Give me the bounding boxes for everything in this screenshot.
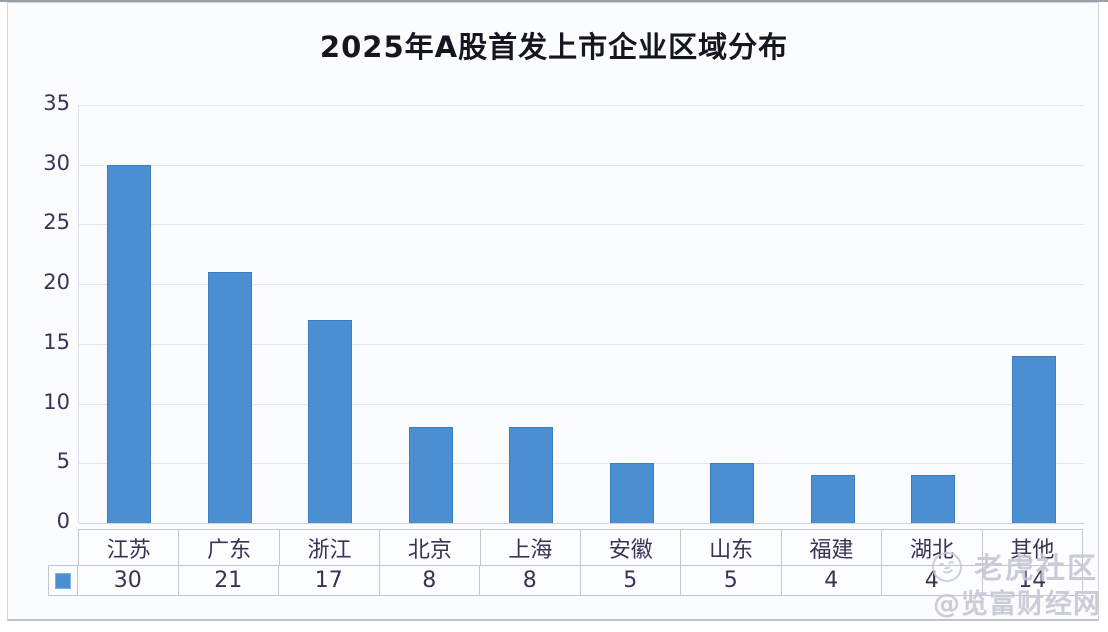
value-cell: 8 bbox=[479, 565, 581, 596]
gridline bbox=[79, 284, 1084, 286]
y-axis-tick-label: 5 bbox=[56, 449, 70, 474]
bar-column-江苏 bbox=[79, 105, 180, 523]
category-cell: 江苏 bbox=[78, 529, 180, 566]
gridline bbox=[79, 343, 1084, 345]
y-axis-tick-label: 25 bbox=[43, 210, 70, 235]
category-cell: 山东 bbox=[680, 529, 782, 566]
category-cell: 广东 bbox=[178, 529, 280, 566]
x-axis-line bbox=[79, 523, 1084, 524]
y-axis-tick-label: 0 bbox=[56, 509, 70, 533]
bar-column-福建 bbox=[783, 105, 884, 523]
legend-swatch bbox=[55, 572, 71, 589]
bar-column-广东 bbox=[180, 105, 281, 523]
category-cell: 北京 bbox=[379, 529, 481, 566]
data-table-category-row: 江苏 广东 浙江 北京 上海 安徽 山东 福建 湖北 其他 bbox=[78, 529, 1084, 566]
value-cell: 30 bbox=[77, 565, 179, 596]
y-axis-tick-label: 20 bbox=[43, 270, 70, 295]
gridline bbox=[79, 463, 1084, 465]
value-cell: 17 bbox=[278, 565, 380, 596]
bar bbox=[609, 463, 654, 523]
bar bbox=[710, 463, 755, 523]
category-cell: 其他 bbox=[981, 529, 1084, 566]
bar bbox=[509, 427, 554, 523]
bar bbox=[207, 272, 252, 523]
bar-column-安徽 bbox=[582, 105, 683, 523]
bar bbox=[308, 319, 353, 523]
bar bbox=[1011, 355, 1056, 523]
category-cell: 福建 bbox=[780, 529, 883, 566]
chart-title: 2025年A股首发上市企业区域分布 bbox=[319, 30, 789, 64]
y-axis-tick-label: 15 bbox=[43, 329, 70, 354]
bar-column-其他 bbox=[984, 105, 1085, 523]
value-cell: 4 bbox=[780, 565, 882, 596]
window-top-edge bbox=[0, 0, 1108, 2]
value-cell: 21 bbox=[177, 565, 279, 596]
bar bbox=[408, 427, 453, 523]
category-cell: 上海 bbox=[479, 529, 582, 566]
bar-column-浙江 bbox=[280, 105, 381, 523]
value-cell: 8 bbox=[378, 565, 480, 596]
category-cell: 浙江 bbox=[278, 529, 381, 566]
bar bbox=[107, 164, 152, 523]
gridline bbox=[79, 403, 1084, 405]
bar-series bbox=[79, 105, 1084, 523]
gridline bbox=[79, 105, 1084, 106]
tiger-icon bbox=[932, 552, 962, 582]
bar-column-湖北 bbox=[883, 105, 984, 523]
y-axis-tick-label: 10 bbox=[43, 389, 70, 414]
bar-column-上海 bbox=[481, 105, 582, 523]
value-cell: 14 bbox=[981, 565, 1083, 596]
value-cell: 4 bbox=[881, 565, 983, 596]
bar bbox=[911, 475, 956, 523]
y-axis-tick-label: 30 bbox=[43, 150, 70, 175]
data-table-value-row: 30 21 17 8 8 5 5 4 4 14 bbox=[48, 565, 1083, 596]
bar-column-山东 bbox=[682, 105, 783, 523]
gridline bbox=[79, 164, 1084, 166]
y-axis-tick-label: 35 bbox=[43, 91, 70, 115]
gridline bbox=[79, 224, 1084, 226]
value-cell: 5 bbox=[680, 565, 782, 596]
category-cell: 湖北 bbox=[881, 529, 983, 566]
bar bbox=[810, 475, 855, 523]
value-cell: 5 bbox=[579, 565, 681, 596]
legend-cell bbox=[48, 565, 78, 596]
bar-column-北京 bbox=[381, 105, 482, 523]
category-cell: 安徽 bbox=[580, 529, 682, 566]
plot-area bbox=[78, 105, 1084, 524]
